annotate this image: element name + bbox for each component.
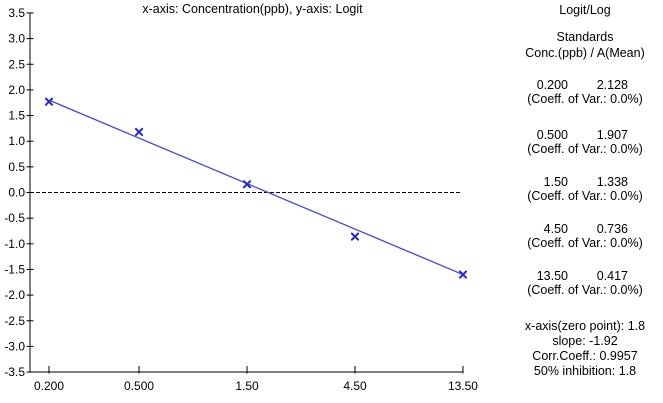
y-tick-label: -0.5 <box>4 211 25 225</box>
data-point-marker <box>458 270 468 279</box>
standard-mean-absorbance: 0.736 <box>596 222 628 236</box>
standard-entry: 0.200 2.128 (Coeff. of Var.: 0.0%) <box>505 78 663 106</box>
y-tick-label: -3.0 <box>4 339 25 353</box>
panel-title: Logit/Log <box>559 3 611 17</box>
standard-values-row: 0.500 1.907 <box>505 128 663 142</box>
y-tick-label: 3.5 <box>8 6 25 20</box>
standard-entry: 0.500 1.907 (Coeff. of Var.: 0.0%) <box>505 128 663 156</box>
standard-mean-absorbance: 0.417 <box>596 269 628 283</box>
standard-mean-absorbance: 1.338 <box>596 175 628 189</box>
result-line: slope: -1.92 <box>552 334 618 348</box>
standard-cv: (Coeff. of Var.: 0.0%) <box>527 142 643 156</box>
standard-cv: (Coeff. of Var.: 0.0%) <box>527 189 643 203</box>
x-tick-label: 1.50 <box>235 379 259 393</box>
standard-values-row: 4.50 0.736 <box>505 222 663 236</box>
result-line: x-axis(zero point): 1.8 <box>524 319 646 333</box>
standards-heading: Standards <box>556 30 614 44</box>
y-tick-label: 0.0 <box>8 186 25 200</box>
regression-line <box>48 99 464 276</box>
results-panel: Logit/Log Standards Conc.(ppb) / A(Mean)… <box>505 0 663 403</box>
data-point-marker <box>242 180 252 189</box>
y-tick-label: 2.5 <box>8 57 25 71</box>
result-line: 50% inhibition: 1.8 <box>533 364 637 378</box>
fit-results: x-axis(zero point): 1.8 slope: -1.92 Corr.… <box>505 319 663 379</box>
standard-mean-absorbance: 2.128 <box>596 78 628 92</box>
y-tick-label: 2.0 <box>8 83 25 97</box>
standard-cv: (Coeff. of Var.: 0.0%) <box>527 236 643 250</box>
y-tick-label: -2.5 <box>4 314 25 328</box>
standard-conc: 4.50 <box>543 222 568 236</box>
standard-mean-absorbance: 1.907 <box>596 128 628 142</box>
logit-log-plot: 3.5 3.0 2.5 2.0 1.5 1.0 0.5 0.0 -0.5 -1.0 -1.5 -2.0… <box>4 6 478 393</box>
standard-entry: 1.50 1.338 (Coeff. of Var.: 0.0%) <box>505 175 663 203</box>
standard-conc: 0.200 <box>536 78 568 92</box>
data-point-marker <box>44 97 54 106</box>
y-tick-label: 1.5 <box>8 109 25 123</box>
chart-title: x-axis: Concentration(ppb), y-axis: Logi… <box>142 2 363 16</box>
standard-cv: (Coeff. of Var.: 0.0%) <box>527 283 643 297</box>
y-tick-label: 3.0 <box>8 32 25 46</box>
standard-conc: 13.50 <box>536 269 568 283</box>
y-tick-label: 1.0 <box>8 134 25 148</box>
standard-entry: 13.50 0.417 (Coeff. of Var.: 0.0%) <box>505 269 663 297</box>
standard-conc: 1.50 <box>543 175 568 189</box>
x-tick-label: 4.50 <box>343 379 367 393</box>
standard-conc: 0.500 <box>536 128 568 142</box>
y-tick-label: -2.0 <box>4 288 25 302</box>
x-tick-label: 0.500 <box>124 379 154 393</box>
standard-values-row: 1.50 1.338 <box>505 175 663 189</box>
standard-values-row: 13.50 0.417 <box>505 269 663 283</box>
y-tick-label: 0.5 <box>8 160 25 174</box>
standard-values-row: 0.200 2.128 <box>505 78 663 92</box>
standards-columns-header: Conc.(ppb) / A(Mean) <box>525 46 645 60</box>
y-tick-label: -1.5 <box>4 262 25 276</box>
data-point-marker <box>134 127 144 137</box>
standard-cv: (Coeff. of Var.: 0.0%) <box>527 92 643 106</box>
data-point-marker <box>350 232 360 241</box>
y-tick-label: -1.0 <box>4 237 25 251</box>
x-tick-label: 13.50 <box>448 379 478 393</box>
standard-entry: 4.50 0.736 (Coeff. of Var.: 0.0%) <box>505 222 663 250</box>
y-tick-label: -3.5 <box>4 365 25 379</box>
result-line: Corr.Coeff.: 0.9957 <box>532 349 638 363</box>
x-tick-label: 0.200 <box>34 379 64 393</box>
